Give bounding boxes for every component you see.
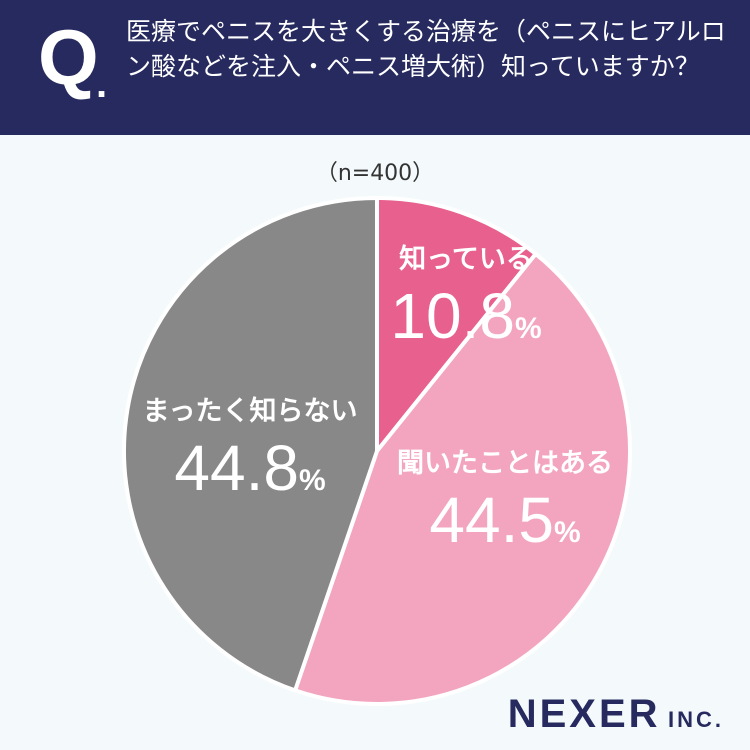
nexer-logo: NEXER INC. xyxy=(508,692,724,737)
slice-value-number-1: 10.8 xyxy=(390,280,515,352)
pie-slice-3 xyxy=(122,196,379,693)
logo-suffix: INC. xyxy=(668,707,724,732)
q-mark: Q xyxy=(38,13,99,101)
sample-size: （n=400） xyxy=(315,161,435,186)
slice-value-3: 44.8% xyxy=(174,432,325,504)
slice-value-unit-1: % xyxy=(515,312,542,345)
slice-value-number-2: 44.5 xyxy=(429,484,554,556)
slice-label-1: 知っている xyxy=(399,244,533,275)
question-header: Q . 医療でペニスを大きくする治療を（ペニスにヒアルロン酸などを注入・ペニス増… xyxy=(0,0,750,135)
q-dot: . xyxy=(96,62,108,106)
pie-slice-1 xyxy=(375,196,538,453)
pie-slice-2 xyxy=(293,251,632,706)
slice-value-unit-2: % xyxy=(554,516,581,549)
slice-label-2: 聞いたことはある xyxy=(397,448,613,479)
question-text: 医療でペニスを大きくする治療を（ペニスにヒアルロン酸などを注入・ペニス増大術）知… xyxy=(126,17,726,81)
slice-value-unit-3: % xyxy=(299,464,326,497)
logo-main: NEXER xyxy=(507,692,661,736)
slice-value-number-3: 44.8 xyxy=(174,432,299,504)
slice-value-1: 10.8% xyxy=(390,280,541,352)
slice-label-3: まったく知らない xyxy=(143,396,358,427)
slice-value-2: 44.5% xyxy=(429,484,580,556)
